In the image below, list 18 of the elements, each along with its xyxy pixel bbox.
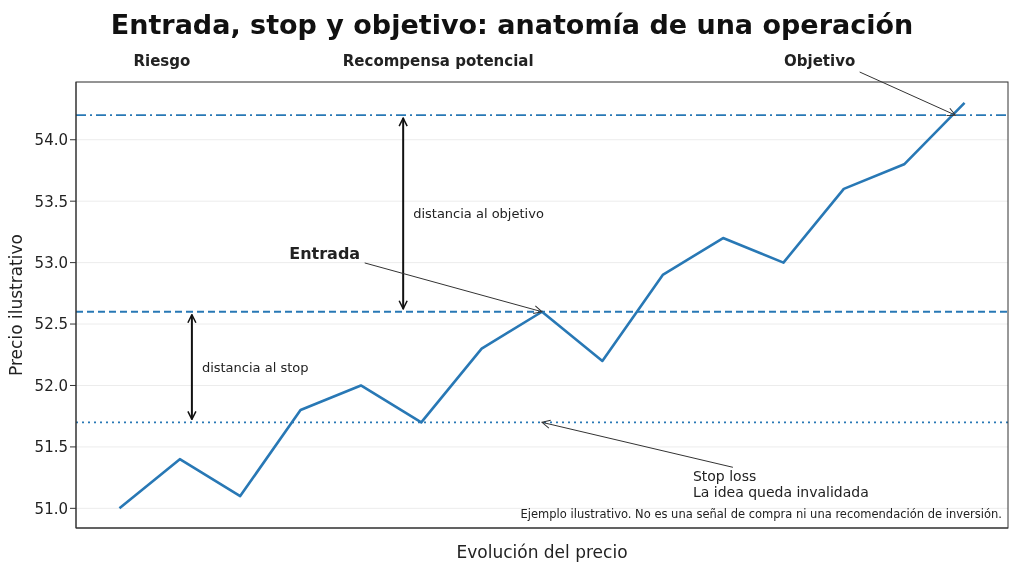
y-tick-label: 53.5 [34,192,68,211]
text: Riesgo [133,52,191,70]
y-tick-label: 54.0 [34,131,68,150]
y-tick-label: 51.5 [34,438,68,457]
chart-title: Entrada, stop y objetivo: anatomía de una operación [110,9,914,40]
text: Recompensa potencial [342,52,534,70]
annotation: distancia al objetivo [413,206,544,222]
y-tick-label: 53.0 [34,253,68,272]
annotation: distancia al stop [201,360,309,376]
annotation: Entrada [289,243,361,263]
annotation: Stop loss La idea queda invalidada [692,468,869,501]
y-tick-label: 51.0 [34,499,68,518]
y-axis-title: Precio ilustrativo [6,234,27,376]
text: Objetivo [784,52,856,70]
y-tick-label: 52.5 [34,315,68,334]
x-axis-title: Evolución del precio [456,542,628,562]
annotation: Ejemplo ilustrativo. No es una señal de compra ni una recomendación de inversión. [520,507,1002,521]
y-tick-label: 52.0 [34,376,68,395]
